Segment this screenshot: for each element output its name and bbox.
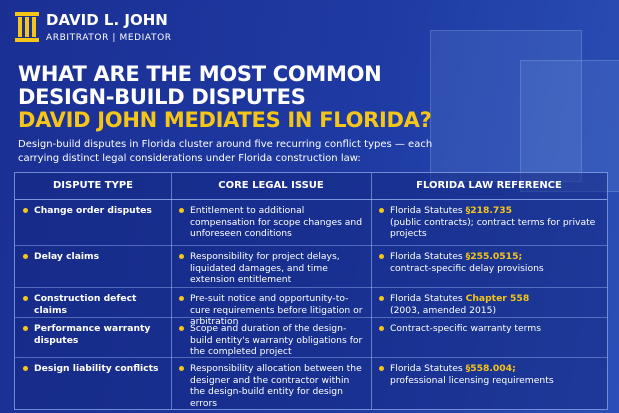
law-reference: Florida Statutes §558.004; professional l…	[390, 363, 600, 386]
law-text: (public contracts); contract terms for p…	[390, 216, 596, 240]
bullet	[23, 254, 28, 259]
legal-issue: Entitlement to additional compensation f…	[190, 205, 363, 240]
background-building	[520, 60, 619, 192]
bullet	[179, 208, 184, 213]
law-reference: Florida Statutes §255.0515; contract-spec…	[390, 251, 600, 274]
brand-name: DAVID L. JOHN	[46, 11, 168, 29]
statute-highlight: §255.0515;	[465, 251, 523, 262]
bullet	[179, 296, 184, 301]
title-line: WHAT ARE THE MOST COMMON	[18, 62, 382, 86]
bullet	[379, 296, 384, 301]
law-text: professional licensing requirements	[390, 374, 554, 386]
logo-icon	[15, 12, 39, 42]
legal-issue: Responsibility allocation between the de…	[190, 363, 362, 409]
dispute-type: Design liability conflicts	[34, 363, 159, 374]
intro-text: Design-build disputes in Florida cluster…	[18, 139, 433, 164]
title-line: DESIGN-BUILD DISPUTES	[18, 85, 306, 109]
law-text: Florida Statutes	[390, 363, 466, 374]
bullet	[179, 254, 184, 259]
law-text: (2003, amended 2015)	[390, 304, 497, 316]
bullet	[23, 326, 28, 331]
law-reference: Florida Statutes §218.735 (public contrac…	[390, 205, 600, 240]
legal-issue: Responsibility for project delays, liqui…	[190, 251, 340, 286]
bullet	[379, 254, 384, 259]
header-divider	[15, 199, 607, 200]
dispute-type: Construction defect claims	[34, 293, 137, 316]
brand-role: ARBITRATOR | MEDIATOR	[46, 33, 172, 43]
bullet	[379, 208, 384, 213]
table: DISPUTE TYPE CORE LEGAL ISSUE FLORIDA LAW …	[14, 172, 608, 410]
row-divider	[15, 317, 607, 318]
law-text: Contract-specific warranty terms	[390, 323, 542, 334]
bullet	[179, 326, 184, 331]
bullet	[23, 296, 28, 301]
bullet	[379, 326, 384, 331]
law-text: Florida Statutes	[390, 205, 466, 216]
column-header: DISPUTE TYPE	[52, 180, 134, 191]
law-text: contract-specific delay provisions	[390, 262, 544, 274]
statute-highlight: Chapter 558	[465, 293, 530, 304]
law-text: Florida Statutes	[390, 293, 466, 304]
law-reference: Contract-specific warranty terms	[390, 323, 600, 335]
law-reference: Florida Statutes Chapter 558 (2003, amend…	[390, 293, 600, 316]
bullet	[179, 366, 184, 371]
bullet	[23, 366, 28, 371]
law-text: Florida Statutes	[390, 251, 466, 262]
column-header: CORE LEGAL ISSUE	[218, 180, 324, 191]
column-divider	[371, 173, 372, 409]
legal-issue: Pre-suit notice and opportunity-to-cure …	[190, 293, 363, 328]
row-divider	[15, 245, 607, 246]
dispute-type: Change order disputes	[34, 205, 152, 216]
bullet	[23, 208, 28, 213]
title-highlight: DAVID JOHN MEDIATES IN FLORIDA?	[18, 108, 432, 132]
row-divider	[15, 357, 607, 358]
statute-highlight: §558.004;	[465, 363, 516, 374]
dispute-type: Performance warranty disputes	[34, 323, 151, 346]
legal-issue: Scope and duration of the design-build e…	[190, 323, 363, 358]
bullet	[379, 366, 384, 371]
dispute-type: Delay claims	[34, 251, 100, 262]
row-divider	[15, 287, 607, 288]
column-header: FLORIDA LAW REFERENCE	[416, 180, 562, 191]
statute-highlight: §218.735	[465, 205, 513, 216]
column-divider	[171, 173, 172, 409]
background-building	[430, 30, 582, 182]
